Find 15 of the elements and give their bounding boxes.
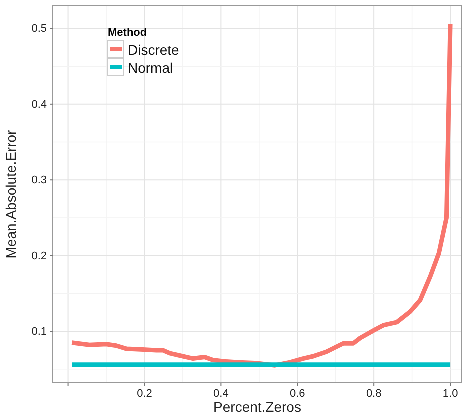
y-tick-label: 0.3 [32, 174, 47, 187]
y-tick-label: 0.2 [32, 250, 47, 262]
y-tick-label: 0.1 [32, 326, 47, 338]
y-tick-label: 0.5 [32, 23, 47, 36]
x-axis-title: Percent.Zeros [214, 399, 302, 415]
x-tick-label: 0.6 [290, 388, 306, 400]
legend-label: Discrete [128, 42, 180, 58]
x-tick-label: 1.0 [442, 388, 458, 400]
x-tick-label: 0.8 [366, 388, 382, 400]
legend-label: Normal [128, 60, 174, 76]
x-tick-label: 0.4 [214, 388, 229, 400]
x-tick-label: 0.2 [137, 388, 152, 400]
y-tick-label: 0.4 [32, 98, 47, 111]
y-axis-title: Mean.Absolute.Error [3, 130, 19, 259]
legend-title: Method [108, 27, 148, 39]
